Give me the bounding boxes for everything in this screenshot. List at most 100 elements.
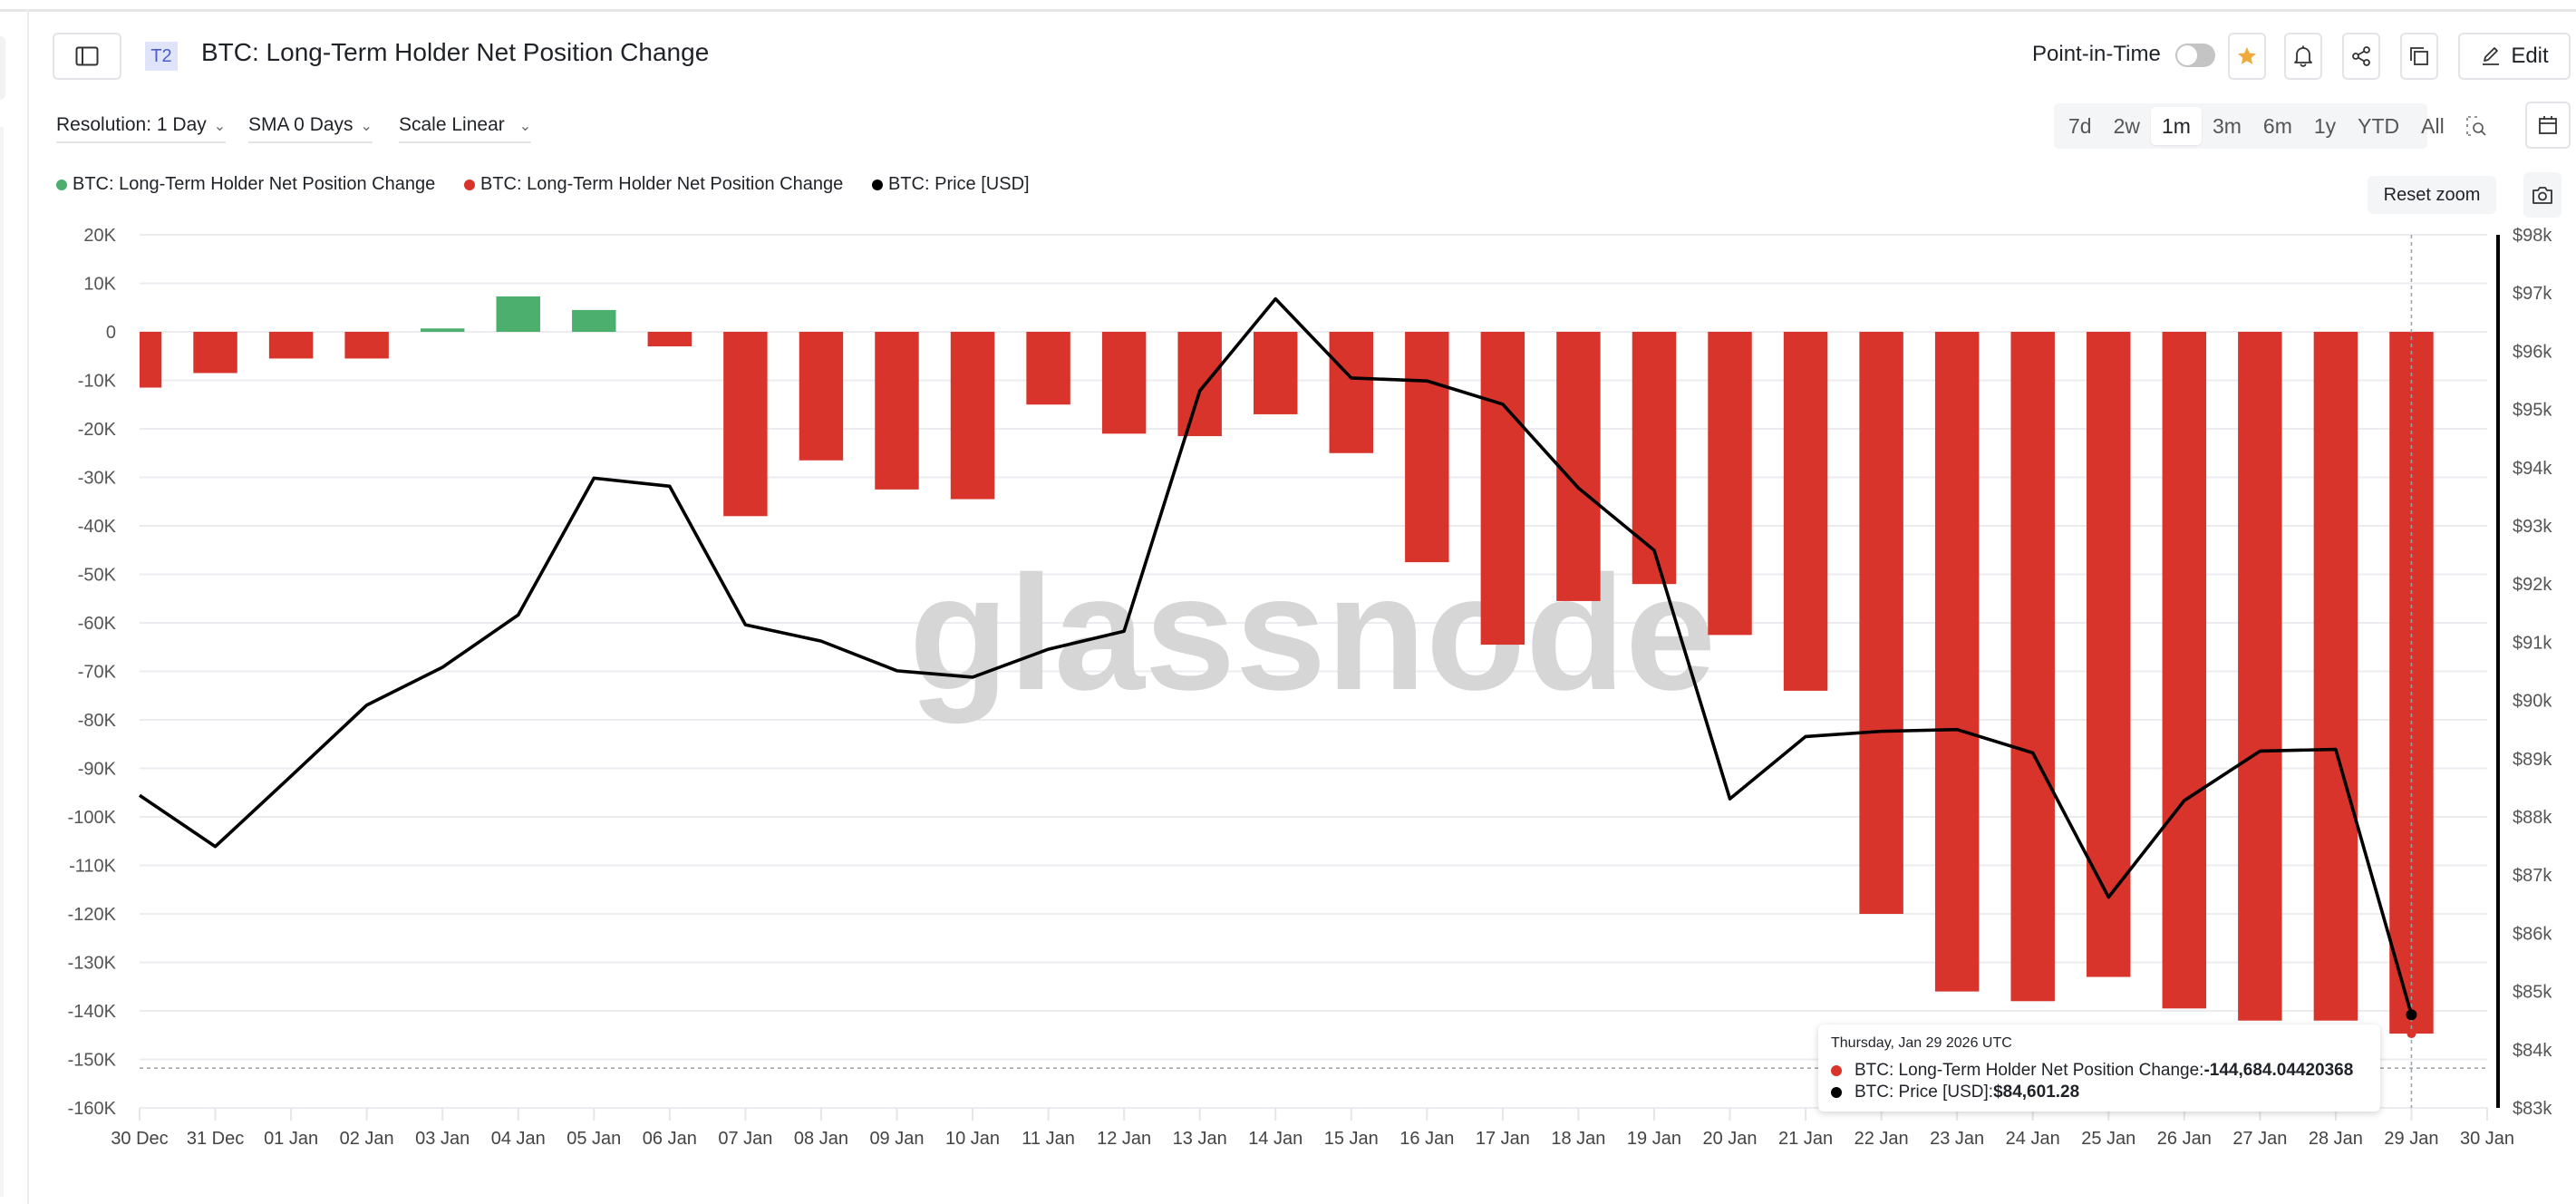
edit-button[interactable]: Edit (2458, 33, 2571, 80)
svg-text:-80K: -80K (78, 711, 117, 731)
svg-text:$84k: $84k (2513, 1041, 2552, 1061)
svg-text:-160K: -160K (68, 1099, 117, 1119)
copy-icon (2410, 47, 2428, 65)
legend-dot-green-icon (56, 179, 67, 190)
svg-text:24 Jan: 24 Jan (2006, 1129, 2060, 1149)
range-6m[interactable]: 6m (2262, 113, 2292, 138)
left-rail-tab[interactable] (0, 36, 5, 100)
legend-dot-red-icon (464, 179, 475, 190)
zoom-select-button[interactable] (2455, 107, 2497, 145)
screenshot-button[interactable] (2523, 172, 2561, 218)
pencil-icon (2483, 47, 2500, 65)
duplicate-button[interactable] (2400, 33, 2438, 80)
zoom-select-icon (2465, 116, 2486, 136)
toggle-knob (2177, 45, 2197, 65)
alert-button[interactable] (2284, 33, 2322, 80)
svg-text:30 Dec: 30 Dec (111, 1129, 168, 1149)
svg-text:-20K: -20K (78, 420, 117, 440)
tooltip-label: BTC: Price [USD]: (1855, 1083, 1994, 1102)
legend-item-negative[interactable]: BTC: Long-Term Holder Net Position Chang… (464, 174, 843, 195)
left-rail-scroll (0, 127, 4, 1197)
resolution-value: Resolution: 1 Day (56, 114, 207, 135)
watermark: glassnode (909, 542, 1716, 724)
range-1y[interactable]: 1y (2313, 113, 2337, 138)
star-icon (2238, 47, 2256, 64)
svg-text:25 Jan: 25 Jan (2081, 1129, 2135, 1149)
svg-text:-100K: -100K (68, 808, 117, 828)
camera-icon (2532, 187, 2552, 204)
page-title: BTC: Long-Term Holder Net Position Chang… (201, 38, 710, 66)
time-range-selector: 7d 2w 1m 3m 6m 1y YTD All (2054, 103, 2486, 149)
chevron-down-icon: ⌄ (213, 119, 227, 134)
svg-text:28 Jan: 28 Jan (2309, 1129, 2363, 1149)
svg-text:12 Jan: 12 Jan (1097, 1129, 1151, 1149)
svg-text:10 Jan: 10 Jan (945, 1129, 1000, 1149)
edit-label: Edit (2511, 44, 2549, 68)
reset-zoom-button[interactable]: Reset zoom (2368, 176, 2496, 214)
svg-text:-110K: -110K (69, 857, 117, 877)
tooltip-row-price: BTC: Price [USD]: $84,601.28 (1831, 1083, 2079, 1102)
svg-text:06 Jan: 06 Jan (643, 1129, 697, 1149)
point-in-time-label: Point-in-Time (2032, 42, 2161, 66)
svg-text:-40K: -40K (78, 517, 117, 537)
range-ytd[interactable]: YTD (2358, 113, 2400, 138)
legend-item-price[interactable]: BTC: Price [USD] (872, 174, 1030, 195)
toggle-sidebar-button[interactable] (53, 33, 121, 80)
tooltip-row-netposition: BTC: Long-Term Holder Net Position Chang… (1831, 1061, 2353, 1081)
svg-text:10K: 10K (83, 275, 116, 295)
svg-text:$85k: $85k (2513, 983, 2552, 1003)
share-button[interactable] (2342, 33, 2380, 80)
legend-item-positive[interactable]: BTC: Long-Term Holder Net Position Chang… (56, 174, 435, 195)
favorite-button[interactable] (2228, 33, 2266, 80)
svg-text:16 Jan: 16 Jan (1399, 1129, 1454, 1149)
range-3m[interactable]: 3m (2212, 113, 2242, 138)
x-axis: 30 Dec 31 Dec 01 Jan 02 Jan 03 Jan 04 Jan 05 J… (111, 1108, 2514, 1149)
top-divider (0, 0, 2576, 12)
left-rail (0, 9, 29, 1204)
grid-lines (140, 234, 2487, 1109)
range-7d[interactable]: 7d (2068, 113, 2092, 138)
scale-dropdown[interactable]: Scale Linear ⌄ (399, 114, 532, 143)
svg-text:-60K: -60K (78, 614, 117, 634)
tooltip-dot-red-icon (1831, 1065, 1842, 1076)
svg-text:-140K: -140K (68, 1002, 117, 1022)
range-2w[interactable]: 2w (2113, 113, 2140, 138)
range-1m[interactable]: 1m (2151, 107, 2202, 145)
svg-text:04 Jan: 04 Jan (491, 1129, 546, 1149)
svg-text:31 Dec: 31 Dec (187, 1129, 244, 1149)
point-in-time-toggle[interactable] (2175, 44, 2215, 67)
svg-text:19 Jan: 19 Jan (1627, 1129, 1681, 1149)
svg-text:-90K: -90K (78, 760, 117, 780)
sma-value: SMA 0 Days (248, 114, 353, 135)
legend-label: BTC: Long-Term Holder Net Position Chang… (480, 174, 844, 194)
tooltip-value: $84,601.28 (1993, 1083, 2080, 1102)
svg-text:08 Jan: 08 Jan (794, 1129, 848, 1149)
svg-text:22 Jan: 22 Jan (1855, 1129, 1909, 1149)
right-axis: $98k $97k $96k $95k $94k $93k $92k $91k $90k $89k… (2496, 226, 2552, 1119)
svg-text:29 Jan: 29 Jan (2384, 1129, 2438, 1149)
svg-text:05 Jan: 05 Jan (567, 1129, 621, 1149)
svg-text:09 Jan: 09 Jan (869, 1129, 924, 1149)
date-picker-button[interactable] (2525, 102, 2571, 149)
svg-text:$90k: $90k (2513, 692, 2552, 712)
svg-text:11 Jan: 11 Jan (1022, 1129, 1075, 1149)
tooltip-label: BTC: Long-Term Holder Net Position Chang… (1855, 1061, 2204, 1080)
range-all[interactable]: All (2421, 113, 2445, 138)
svg-text:0: 0 (106, 323, 116, 343)
svg-text:20K: 20K (83, 226, 116, 246)
svg-text:$94k: $94k (2513, 459, 2552, 479)
resolution-dropdown[interactable]: Resolution: 1 Day ⌄ (56, 114, 227, 143)
svg-text:$88k: $88k (2513, 808, 2552, 828)
svg-text:03 Jan: 03 Jan (415, 1129, 470, 1149)
svg-text:-30K: -30K (78, 469, 117, 489)
share-icon (2352, 46, 2370, 66)
chevron-down-icon: ⌄ (360, 119, 373, 134)
tooltip-dot-black-icon (1831, 1087, 1842, 1098)
svg-text:01 Jan: 01 Jan (264, 1129, 318, 1149)
chart-tooltip: Thursday, Jan 29 2026 UTC BTC: Long-Term… (1818, 1024, 2380, 1112)
svg-text:20 Jan: 20 Jan (1702, 1129, 1757, 1149)
legend-label: BTC: Price [USD] (888, 174, 1030, 194)
sma-dropdown[interactable]: SMA 0 Days ⌄ (248, 114, 373, 143)
bar-series (140, 235, 2487, 1108)
tooltip-date: Thursday, Jan 29 2026 UTC (1831, 1035, 2012, 1051)
